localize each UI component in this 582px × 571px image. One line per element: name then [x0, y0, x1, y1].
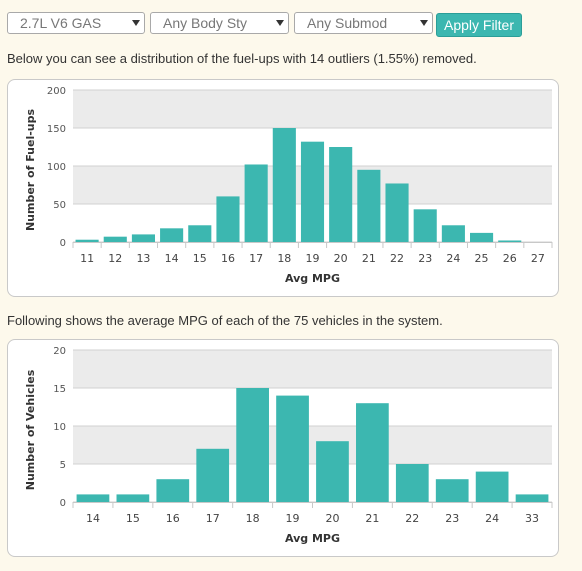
bar	[196, 448, 230, 502]
x-tick-label: 25	[475, 252, 489, 265]
bar	[276, 395, 309, 502]
bar	[103, 236, 127, 242]
x-tick-label: 22	[405, 512, 419, 525]
engine-select-value: 2.7L V6 GAS	[20, 15, 102, 31]
x-tick-label: 16	[166, 512, 180, 525]
chevron-down-icon	[276, 20, 284, 26]
chevron-down-icon	[420, 20, 428, 26]
apply-filter-button[interactable]: Apply Filter	[436, 13, 522, 37]
y-tick-label: 0	[60, 498, 66, 509]
x-axis-title: Avg MPG	[285, 272, 340, 285]
bar	[236, 388, 269, 502]
fuelups-histogram: 0 50 100 150 200 11 12 13 14 15 16 17 18 19 20 21 22 23 24…	[24, 86, 553, 285]
x-tick-label: 15	[193, 252, 207, 265]
x-tick-label: 13	[136, 252, 150, 265]
vehicles-chart-panel: 0 5 10 15 20 14 15 16 17 18 19 20 21 22 23 24 33 Avg MPG N…	[7, 339, 559, 557]
x-tick-label: 17	[206, 512, 220, 525]
bar	[156, 479, 190, 502]
bar	[316, 441, 349, 502]
x-tick-label: 33	[525, 512, 539, 525]
x-tick-label: 15	[126, 512, 140, 525]
grid-band	[73, 350, 552, 388]
x-tick-label: 19	[306, 252, 320, 265]
bar	[435, 479, 469, 502]
bar	[413, 209, 437, 242]
grid-band	[73, 426, 552, 464]
x-tick-label: 20	[334, 252, 348, 265]
fuelups-description: Below you can see a distribution of the …	[7, 51, 477, 66]
bar	[395, 464, 429, 502]
grid-band	[73, 90, 552, 128]
x-tick-label: 23	[445, 512, 459, 525]
bar	[76, 494, 110, 502]
x-tick-label: 18	[277, 252, 291, 265]
x-tick-label: 24	[485, 512, 499, 525]
x-tick-label: 14	[86, 512, 100, 525]
x-axis-title: Avg MPG	[285, 532, 340, 545]
bar	[188, 225, 212, 242]
x-tick-label: 19	[286, 512, 300, 525]
submodel-select[interactable]: Any Submod	[294, 12, 433, 34]
x-tick-label: 21	[362, 252, 376, 265]
bar	[131, 234, 155, 242]
x-tick-label: 22	[390, 252, 404, 265]
bar	[300, 141, 325, 242]
chevron-down-icon	[132, 20, 140, 26]
bar	[356, 403, 389, 502]
x-tick-label: 21	[365, 512, 379, 525]
y-tick-label: 15	[53, 384, 66, 395]
vehicles-description: Following shows the average MPG of each …	[7, 313, 443, 328]
y-tick-label: 20	[53, 346, 66, 357]
bar	[385, 183, 409, 242]
y-tick-label: 5	[60, 460, 66, 471]
x-tick-label: 11	[80, 252, 94, 265]
bar	[357, 169, 381, 242]
x-tick-label: 20	[325, 512, 339, 525]
engine-select[interactable]: 2.7L V6 GAS	[7, 12, 145, 34]
x-tick-label: 12	[108, 252, 122, 265]
bar	[160, 228, 184, 242]
y-tick-label: 200	[47, 86, 66, 97]
x-tick-label: 17	[249, 252, 263, 265]
y-tick-label: 0	[60, 238, 66, 249]
bar	[244, 164, 268, 242]
bar	[441, 225, 465, 242]
x-tick-label: 23	[418, 252, 432, 265]
y-axis-title: Number of Fuel-ups	[24, 108, 37, 231]
bar	[75, 239, 99, 242]
y-tick-label: 100	[47, 162, 66, 173]
body-style-select-value: Any Body Sty	[163, 15, 248, 31]
x-tick-label: 18	[246, 512, 260, 525]
body-style-select[interactable]: Any Body Sty	[150, 12, 289, 34]
x-tick-label: 26	[503, 252, 517, 265]
submodel-select-value: Any Submod	[307, 15, 388, 31]
y-tick-label: 50	[53, 200, 66, 211]
vehicles-histogram: 0 5 10 15 20 14 15 16 17 18 19 20 21 22 23 24 33 Avg MPG N…	[24, 346, 553, 545]
fuelups-chart-panel: 0 50 100 150 200 11 12 13 14 15 16 17 18 19 20 21 22 23 24…	[7, 79, 559, 297]
y-tick-label: 10	[53, 422, 66, 433]
bar	[272, 128, 296, 242]
x-tick-label: 14	[165, 252, 179, 265]
x-tick-label: 27	[531, 252, 545, 265]
bar	[329, 147, 353, 242]
bar	[470, 232, 494, 242]
bar	[515, 494, 549, 502]
bar	[475, 471, 509, 502]
y-tick-label: 150	[47, 124, 66, 135]
x-tick-label: 16	[221, 252, 235, 265]
bar	[116, 494, 150, 502]
bar	[216, 196, 240, 242]
x-tick-label: 24	[446, 252, 460, 265]
bar	[498, 240, 522, 242]
y-axis-title: Number of Vehicles	[24, 369, 37, 490]
